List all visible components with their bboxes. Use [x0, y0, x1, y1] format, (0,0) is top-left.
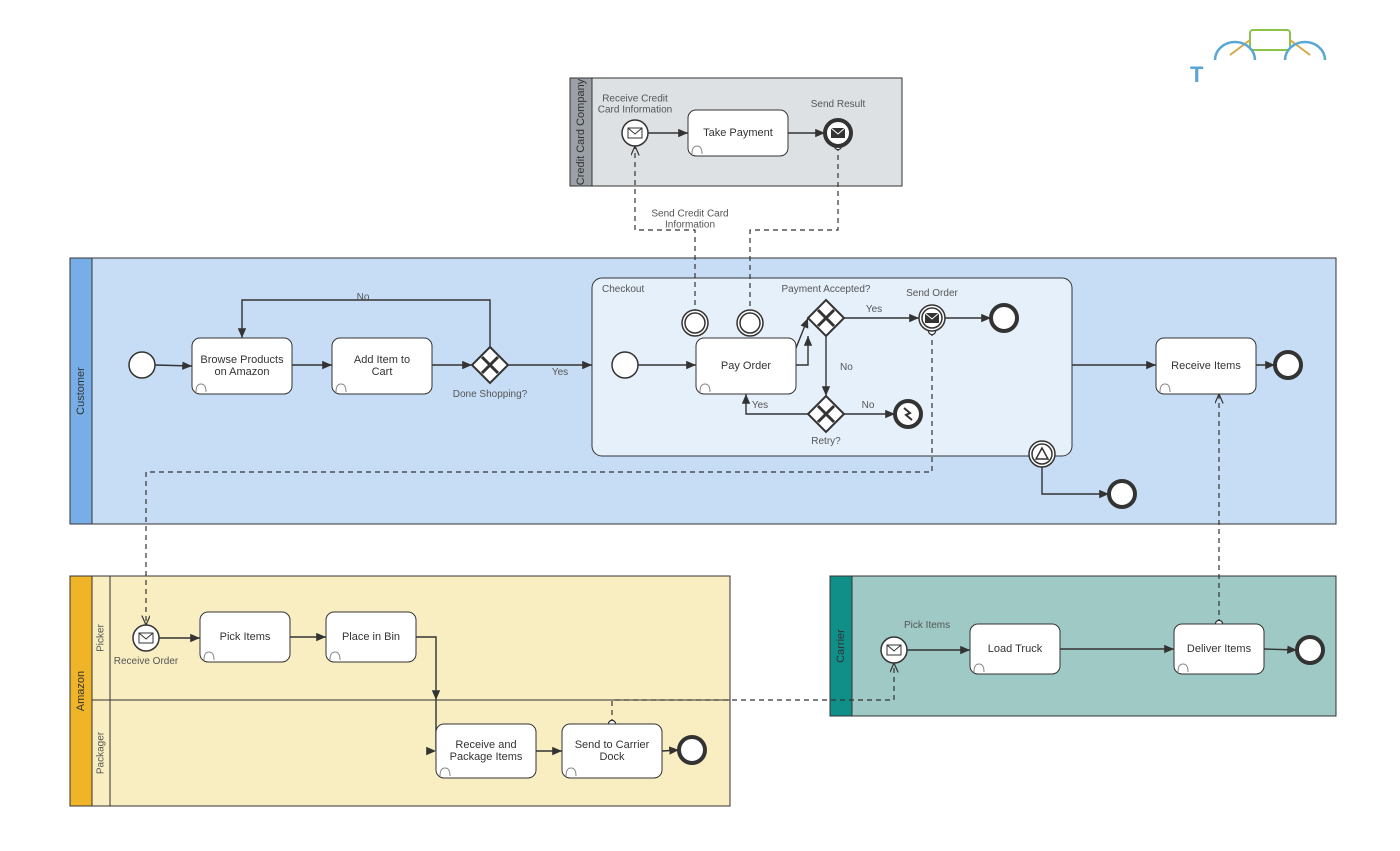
- task-label: Place in Bin: [342, 631, 400, 643]
- event-custEnd3: [1275, 352, 1301, 378]
- flow-label: Done Shopping?: [453, 389, 528, 400]
- event-amzEnd: [679, 737, 705, 763]
- flow-label: Yes: [552, 367, 568, 378]
- flow-label: Send Result: [811, 99, 866, 110]
- flow-label: Send Credit CardInformation: [651, 209, 728, 231]
- pool-label: Carrier: [835, 629, 847, 663]
- flow-label: Send Order: [906, 288, 958, 299]
- task-label: Take Payment: [703, 127, 773, 139]
- event-payCatch: [682, 310, 708, 336]
- event-resultCatch: [737, 310, 763, 336]
- sequence-flow: [155, 365, 192, 366]
- lane-label: Picker: [96, 623, 107, 651]
- svg-text:T: T: [1190, 62, 1204, 87]
- event-custEnd2: [1109, 481, 1135, 507]
- flow-label: No: [357, 292, 370, 303]
- task-label: Deliver Items: [1187, 643, 1252, 655]
- bpmn-diagram: T Credit Card Company Customer Amazon Picke…: [0, 0, 1400, 851]
- task-label: Pay Order: [721, 360, 771, 372]
- event-custStart: [129, 352, 155, 378]
- flow-label: Payment Accepted?: [782, 284, 871, 295]
- flow-label: Pick Items: [904, 620, 950, 631]
- event-custEnd1: [991, 305, 1017, 331]
- task-label: Receive Items: [1171, 360, 1241, 372]
- pool-label: Credit Card Company: [575, 78, 587, 185]
- flow-label: Receive CreditCard Information: [598, 94, 672, 116]
- flow-label: Retry?: [811, 436, 841, 447]
- sequence-flow: [1264, 649, 1297, 650]
- event-carEnd: [1297, 637, 1323, 663]
- sequence-flow: [662, 750, 679, 751]
- task-label: Load Truck: [988, 643, 1043, 655]
- lane-label: Packager: [96, 731, 107, 774]
- flow-label: Yes: [866, 304, 882, 315]
- event-checkoutStart: [612, 352, 638, 378]
- event-signalCatch: [1029, 441, 1055, 467]
- task-label: Receive andPackage Items: [450, 739, 523, 763]
- trisotech-logo: T: [1190, 30, 1325, 87]
- flow-label: Receive Order: [114, 656, 179, 667]
- flow-label: No: [862, 400, 875, 411]
- pool-label: Amazon: [75, 671, 87, 711]
- task-label: Pick Items: [220, 631, 271, 643]
- pool-label: Customer: [75, 367, 87, 415]
- flow-label: Yes: [752, 400, 768, 411]
- subprocess-label: Checkout: [602, 284, 644, 295]
- flow-label: No: [840, 362, 853, 373]
